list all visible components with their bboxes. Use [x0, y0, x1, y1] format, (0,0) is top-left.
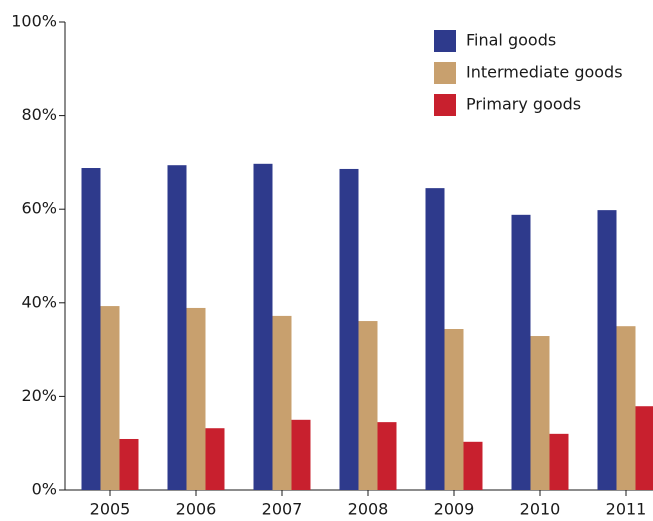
bar [100, 306, 120, 490]
legend-label: Primary goods [466, 95, 581, 114]
bar [463, 441, 483, 490]
bar [291, 419, 311, 490]
bar [272, 315, 292, 490]
x-tick-label: 2009 [434, 500, 475, 519]
x-tick-label: 2005 [90, 500, 131, 519]
y-tick-label: 20% [21, 386, 57, 405]
legend-label: Intermediate goods [466, 63, 623, 82]
x-tick-label: 2010 [520, 500, 561, 519]
bar [358, 321, 378, 490]
bar [511, 214, 531, 491]
y-tick-label: 0% [32, 480, 57, 499]
bar [205, 428, 225, 490]
bar [119, 438, 139, 490]
legend-swatch [434, 62, 456, 84]
y-tick-label: 80% [21, 105, 57, 124]
x-tick-label: 2008 [348, 500, 389, 519]
y-tick-label: 100% [11, 12, 57, 31]
legend-label: Final goods [466, 31, 556, 50]
bar [597, 210, 617, 491]
bar [167, 165, 187, 490]
legend-swatch [434, 30, 456, 52]
bar [339, 168, 359, 490]
bar [444, 329, 464, 490]
x-tick-label: 2006 [176, 500, 217, 519]
bar [530, 336, 550, 490]
legend-swatch [434, 94, 456, 116]
bar [549, 433, 569, 490]
bar [635, 406, 653, 490]
y-tick-label: 40% [21, 292, 57, 311]
bar [616, 326, 636, 490]
bar [253, 163, 273, 490]
x-tick-label: 2007 [262, 500, 303, 519]
bar [425, 188, 445, 490]
bar [81, 168, 101, 491]
x-tick-label: 2011 [606, 500, 647, 519]
bar [186, 307, 206, 490]
bar [377, 422, 397, 490]
y-tick-label: 60% [21, 199, 57, 218]
